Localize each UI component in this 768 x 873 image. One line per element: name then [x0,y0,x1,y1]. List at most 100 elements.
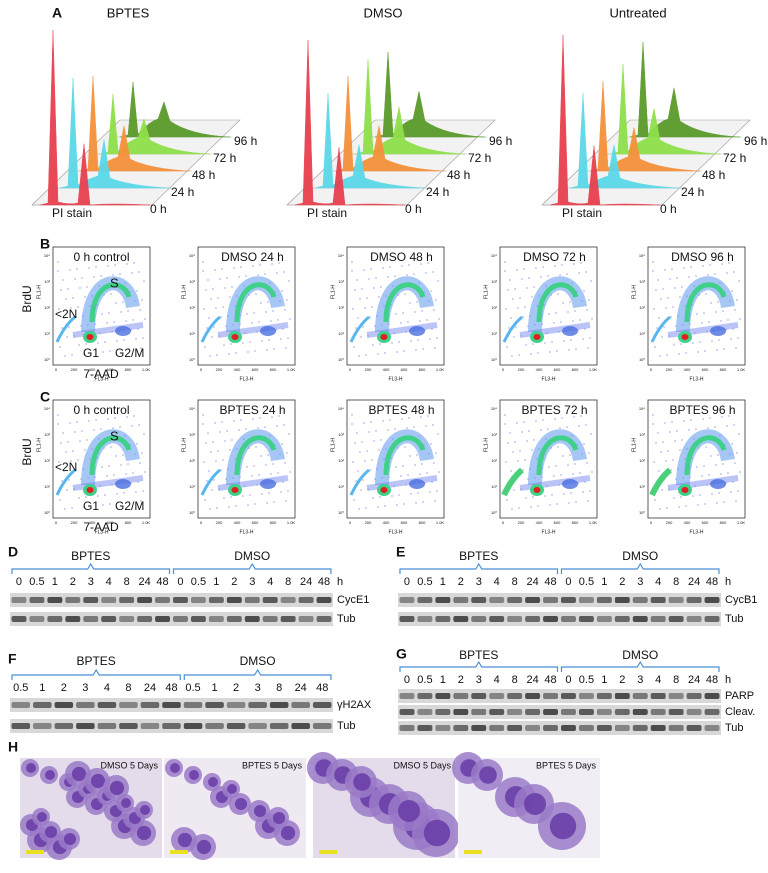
band [650,616,666,622]
event-dot [210,451,212,453]
event-dot [86,286,88,288]
event-dot [216,354,218,356]
event-dot [398,494,400,496]
event-dot [72,297,74,299]
event-dot [661,489,663,491]
event-dot [433,309,435,311]
event-dot [115,455,117,457]
event-dot [523,268,525,270]
event-dot [371,306,373,308]
event-dot [249,341,251,343]
event-dot [214,269,216,271]
histogram-layer [549,34,661,206]
histogram-layer [314,92,426,189]
event-dot [720,473,722,475]
y-tick: 10⁰ [44,357,50,362]
event-dot [64,508,66,510]
g1-core [231,334,239,340]
event-dot [707,274,709,276]
event-dot [370,268,372,270]
y-tick: 10² [338,305,344,310]
event-dot [226,430,228,432]
band [650,709,666,715]
event-dot [427,415,429,417]
event-dot [202,423,204,425]
band [561,597,576,603]
band [507,616,523,622]
scatter-cloud [649,414,741,510]
x-tick: 200 [216,367,223,372]
event-dot [504,270,506,272]
band [11,597,27,603]
band [704,616,720,622]
event-dot [703,312,705,314]
event-dot [102,351,104,353]
band [399,597,415,603]
event-dot [122,301,124,303]
lane-label: 2 [619,576,625,588]
event-dot [680,343,682,345]
event-dot [90,352,92,354]
event-dot [413,273,415,275]
event-dot [535,267,537,269]
band [453,725,469,731]
event-dot [696,466,698,468]
x-tick: 400 [234,520,241,525]
event-dot [396,504,398,506]
event-dot [69,422,71,424]
event-dot [251,475,253,477]
event-dot [415,502,417,504]
event-dot [718,339,720,341]
event-dot [692,495,694,497]
event-dot [678,353,680,355]
event-dot [561,264,563,266]
event-dot [504,261,506,263]
y-tick: 10⁴ [639,253,645,258]
event-dot [690,266,692,268]
band [543,709,558,715]
group-label: BPTES [459,549,498,563]
y-tick: 10⁴ [44,406,50,411]
s-phase-core [383,282,426,323]
y-tick: 10² [44,305,50,310]
event-dot [394,428,396,430]
lane-label: 0.5 [417,674,432,686]
event-dot [366,297,368,299]
band [650,597,666,603]
event-dot [432,424,434,426]
band [140,723,160,729]
event-dot [419,473,421,475]
event-dot [356,432,358,434]
s-phase-core [383,435,426,476]
axis-label: PI stain [307,206,347,220]
timepoint-label: 0 h [660,202,677,216]
brace [560,660,720,672]
event-dot [573,263,575,265]
band [162,723,181,729]
event-dot [380,439,382,441]
s-phase-core [536,435,579,476]
event-dot [68,326,70,328]
band [97,702,117,708]
event-dot [709,417,711,419]
event-dot [705,446,707,448]
band [269,723,289,729]
event-dot [78,497,80,499]
event-dot [107,265,109,267]
band [614,693,630,699]
image-caption: BPTES 5 Days [536,760,597,770]
lane-label: 24 [688,674,700,686]
lane-label: 48 [156,576,168,588]
event-dot [361,288,363,290]
event-dot [425,272,427,274]
event-dot [566,426,568,428]
event-dot [141,452,143,454]
event-dot [271,263,273,265]
event-dot [434,500,436,502]
event-dot [401,418,403,420]
event-dot [438,471,440,473]
x-tick: 1.0K [737,520,746,525]
g1-core [86,334,94,340]
lane-label: 0 [565,674,571,686]
lane-label: 1 [601,674,607,686]
